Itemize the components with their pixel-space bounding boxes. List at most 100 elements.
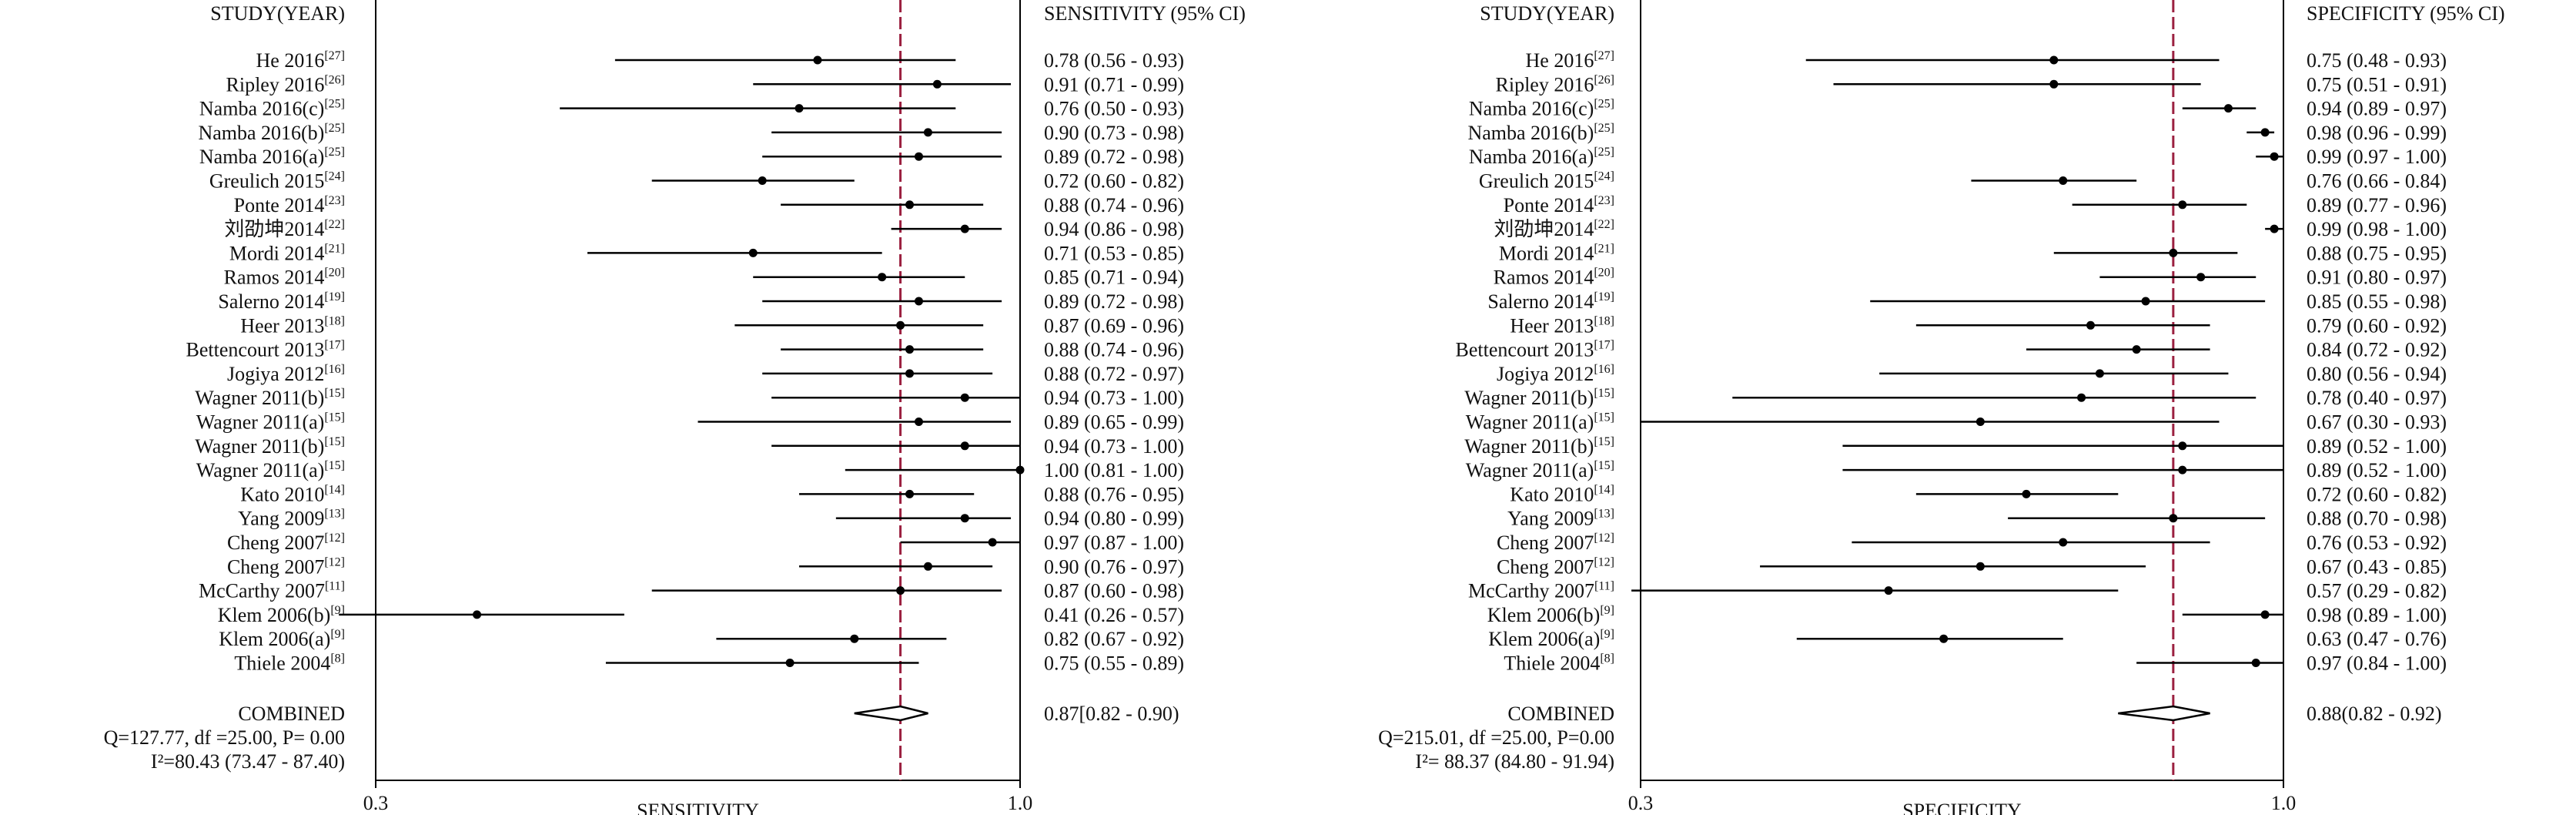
ci-value: 0.41 (0.26 - 0.57) bbox=[1044, 604, 1184, 626]
study-name: Heer 2013 bbox=[1510, 314, 1594, 337]
study-name: Klem 2006(a) bbox=[1488, 628, 1600, 650]
study-name: Yang 2009 bbox=[238, 508, 324, 530]
point-estimate bbox=[2059, 176, 2068, 185]
study-reference: [12] bbox=[324, 532, 345, 545]
point-estimate bbox=[988, 538, 997, 547]
study-label: Ponte 2014[23] bbox=[1504, 194, 1614, 216]
ci-value: 0.90 (0.73 - 0.98) bbox=[1044, 122, 1184, 144]
point-estimate bbox=[2169, 248, 2178, 257]
point-estimate bbox=[905, 369, 915, 378]
study-column-header: STUDY(YEAR) bbox=[1480, 2, 1614, 25]
study-label: Bettencourt 2013[17] bbox=[186, 339, 345, 361]
ci-value: 0.88 (0.76 - 0.95) bbox=[1044, 483, 1184, 505]
study-reference: [14] bbox=[324, 483, 345, 496]
point-estimate bbox=[2251, 659, 2260, 667]
study-name: Ramos 2014 bbox=[1494, 267, 1594, 289]
study-label: Wagner 2011(a)[15] bbox=[196, 411, 345, 434]
point-estimate bbox=[2086, 320, 2095, 330]
study-name: Cheng 2007 bbox=[227, 555, 324, 578]
ci-value: 0.89 (0.72 - 0.98) bbox=[1044, 290, 1184, 313]
study-reference: [15] bbox=[324, 459, 345, 472]
study-name: McCarthy 2007 bbox=[1468, 580, 1594, 602]
ci-value: 0.87 (0.60 - 0.98) bbox=[1044, 580, 1184, 602]
study-label: Klem 2006(b)[9] bbox=[1487, 604, 1614, 626]
combined-label: COMBINED bbox=[1507, 703, 1614, 725]
study-reference: [11] bbox=[325, 580, 345, 593]
point-estimate bbox=[785, 659, 795, 667]
point-estimate bbox=[960, 441, 969, 451]
ci-value: 0.67 (0.43 - 0.85) bbox=[2307, 555, 2447, 578]
study-label: Ripley 2016[26] bbox=[1496, 73, 1615, 96]
study-name: Cheng 2007 bbox=[1497, 555, 1594, 578]
study-reference: [18] bbox=[324, 314, 345, 327]
ci-value: 0.80 (0.56 - 0.94) bbox=[2307, 363, 2447, 385]
study-name: Wagner 2011(b) bbox=[195, 387, 324, 409]
study-reference: [13] bbox=[1594, 508, 1614, 521]
study-name: Wagner 2011(a) bbox=[196, 459, 325, 481]
point-estimate bbox=[2178, 441, 2187, 451]
point-estimate bbox=[2095, 369, 2104, 378]
study-reference: [12] bbox=[1594, 555, 1614, 568]
heterogeneity-i2: I²=80.43 (73.47 - 87.40) bbox=[151, 750, 345, 773]
study-label: Namba 2016(c)[25] bbox=[199, 98, 345, 120]
study-label: He 2016[27] bbox=[256, 49, 345, 72]
point-estimate bbox=[2178, 465, 2187, 475]
study-label: Klem 2006(b)[9] bbox=[218, 604, 345, 626]
study-reference: [25] bbox=[324, 122, 345, 135]
study-name: Greulich 2015 bbox=[209, 170, 324, 193]
study-label: 刘劭坤2014[22] bbox=[224, 218, 345, 240]
ci-value: 0.76 (0.66 - 0.84) bbox=[2307, 170, 2447, 193]
study-reference: [9] bbox=[330, 628, 345, 641]
study-reference: [17] bbox=[1594, 339, 1614, 352]
study-name: Ripley 2016 bbox=[226, 73, 325, 96]
study-reference: [25] bbox=[1594, 98, 1614, 111]
ci-value: 0.94 (0.86 - 0.98) bbox=[1044, 218, 1184, 240]
point-estimate bbox=[2049, 79, 2059, 89]
point-estimate bbox=[923, 128, 932, 137]
ci-value: 0.82 (0.67 - 0.92) bbox=[1044, 628, 1184, 650]
study-name: Salerno 2014 bbox=[218, 290, 324, 313]
study-label: Namba 2016(b)[25] bbox=[1467, 122, 1614, 144]
ci-value: 0.98 (0.96 - 0.99) bbox=[2307, 122, 2447, 144]
ci-value: 0.99 (0.97 - 1.00) bbox=[2307, 146, 2447, 168]
study-label: Salerno 2014[19] bbox=[218, 290, 345, 313]
study-name: Wagner 2011(a) bbox=[196, 411, 325, 434]
study-name: 刘劭坤2014 bbox=[224, 218, 324, 240]
study-label: Ramos 2014[20] bbox=[224, 267, 345, 289]
study-name: Cheng 2007 bbox=[1497, 532, 1594, 554]
ci-value: 0.88 (0.75 - 0.95) bbox=[2307, 242, 2447, 264]
point-estimate bbox=[795, 104, 804, 113]
study-reference: [16] bbox=[1594, 363, 1614, 376]
ci-value: 0.87 (0.69 - 0.96) bbox=[1044, 314, 1184, 337]
ci-value: 0.75 (0.55 - 0.89) bbox=[1044, 652, 1184, 675]
study-label: Cheng 2007[12] bbox=[227, 555, 345, 578]
x-tick-label: 1.0 bbox=[1008, 792, 1033, 814]
study-label: Namba 2016(a)[25] bbox=[199, 146, 345, 168]
ci-value: 0.88 (0.72 - 0.97) bbox=[1044, 363, 1184, 385]
point-estimate bbox=[2132, 345, 2141, 354]
ci-value: 0.78 (0.40 - 0.97) bbox=[2307, 387, 2447, 409]
point-estimate bbox=[905, 345, 915, 354]
point-estimate bbox=[878, 273, 887, 282]
study-label: Namba 2016(a)[25] bbox=[1469, 146, 1614, 168]
ci-value: 0.89 (0.72 - 0.98) bbox=[1044, 146, 1184, 168]
study-reference: [27] bbox=[1594, 49, 1614, 62]
study-name: Ponte 2014 bbox=[234, 194, 325, 216]
study-reference: [26] bbox=[1594, 73, 1614, 86]
study-label: Wagner 2011(b)[15] bbox=[1464, 435, 1614, 458]
ci-value: 0.89 (0.77 - 0.96) bbox=[2307, 194, 2447, 216]
point-estimate bbox=[960, 514, 969, 523]
ci-value: 0.76 (0.53 - 0.92) bbox=[2307, 532, 2447, 554]
study-name: Cheng 2007 bbox=[227, 532, 324, 554]
study-name: Wagner 2011(a) bbox=[1466, 411, 1594, 434]
study-name: He 2016 bbox=[256, 49, 325, 72]
study-label: Heer 2013[18] bbox=[240, 314, 345, 337]
ci-value: 0.72 (0.60 - 0.82) bbox=[1044, 170, 1184, 193]
study-name: Bettencourt 2013 bbox=[186, 339, 325, 361]
ci-value: 0.75 (0.51 - 0.91) bbox=[2307, 73, 2447, 96]
study-label: Ponte 2014[23] bbox=[234, 194, 345, 216]
study-label: Wagner 2011(b)[15] bbox=[195, 387, 345, 409]
study-name: Thiele 2004 bbox=[234, 652, 330, 675]
study-name: He 2016 bbox=[1526, 49, 1594, 72]
